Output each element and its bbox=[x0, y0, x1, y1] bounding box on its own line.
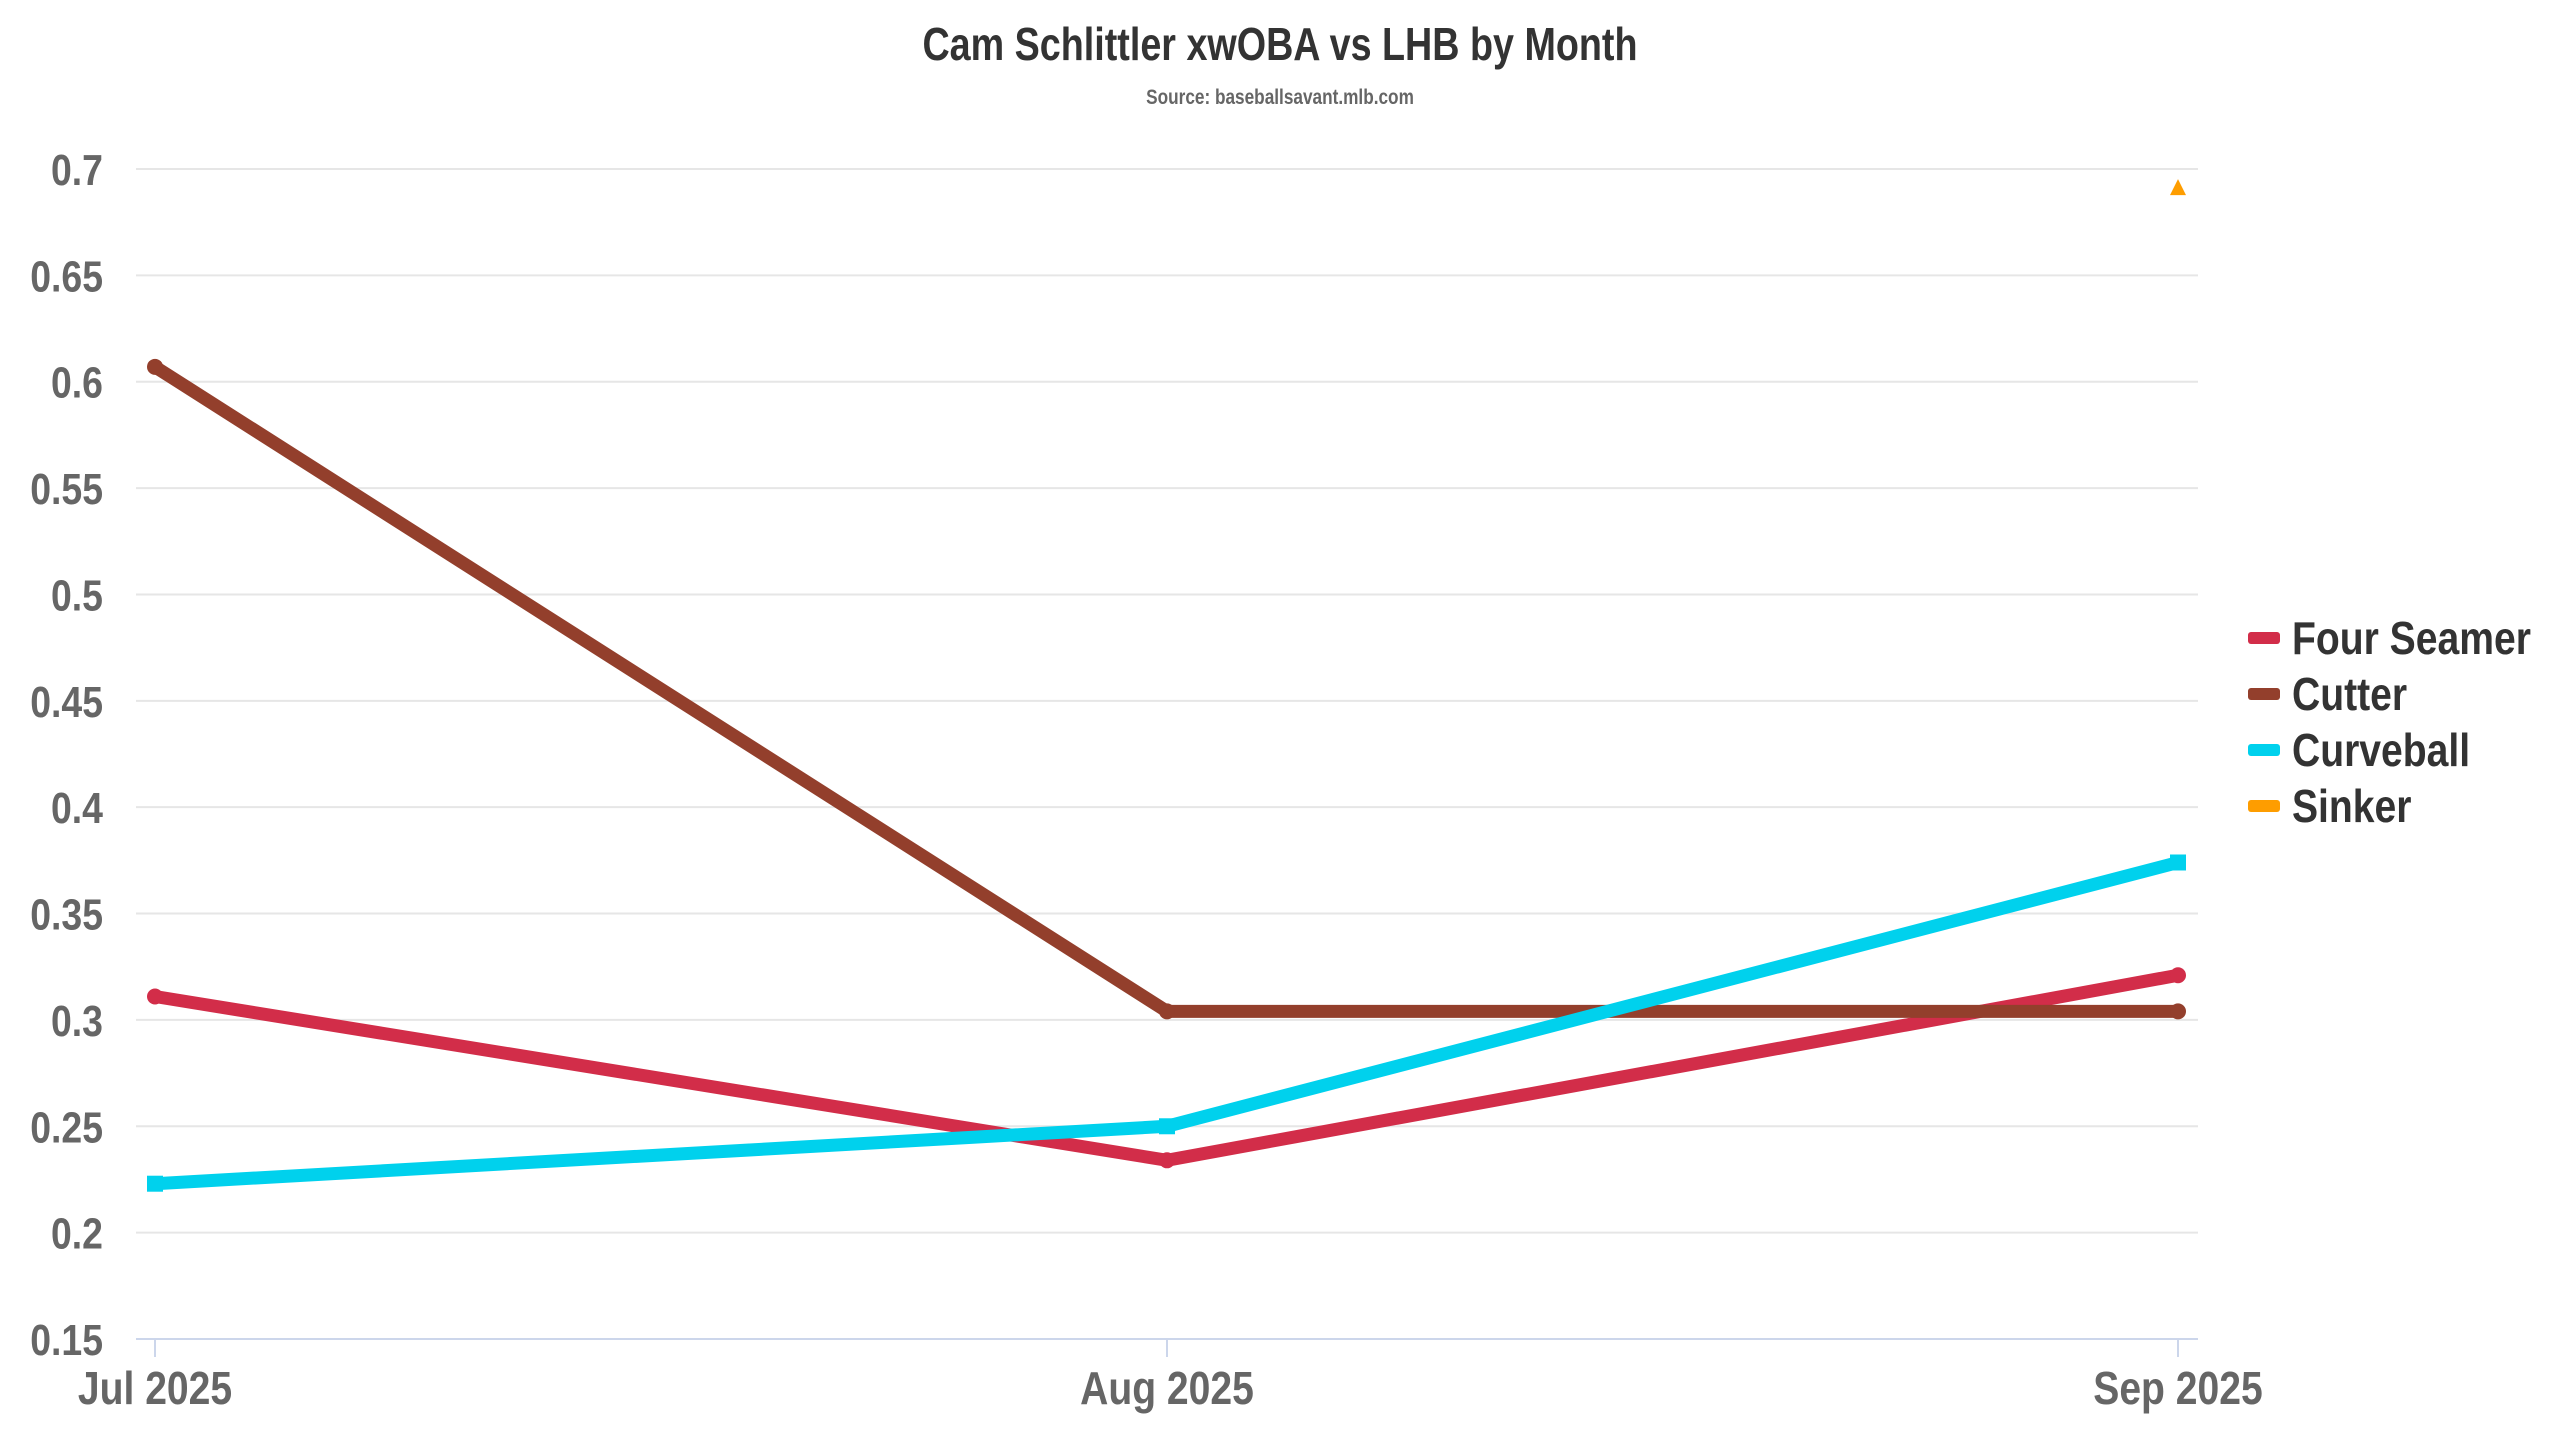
y-tick-label: 0.5 bbox=[51, 571, 103, 621]
series-group bbox=[147, 179, 2186, 1192]
data-point[interactable] bbox=[2170, 854, 2186, 871]
x-axis: Jul 2025 Aug 2025 Sep 2025 bbox=[78, 1338, 2263, 1415]
data-point[interactable] bbox=[2170, 179, 2186, 196]
data-point[interactable] bbox=[1159, 1118, 1175, 1135]
legend-label[interactable]: Cutter bbox=[2292, 669, 2407, 721]
series-sinker[interactable] bbox=[2170, 179, 2186, 196]
y-tick-label: 0.35 bbox=[30, 890, 103, 940]
legend-swatch-icon bbox=[2248, 800, 2280, 812]
x-tick-label: Aug 2025 bbox=[1080, 1363, 1254, 1415]
data-point[interactable] bbox=[2170, 967, 2186, 984]
y-tick-label: 0.15 bbox=[30, 1315, 103, 1365]
gridlines bbox=[136, 168, 2198, 1234]
y-tick-label: 0.25 bbox=[30, 1102, 103, 1152]
series-four-seamer[interactable] bbox=[147, 967, 2186, 1169]
chart-title: Cam Schlittler xwOBA vs LHB by Month bbox=[922, 18, 1637, 69]
y-tick-label: 0.3 bbox=[51, 996, 103, 1046]
legend-item-cutter[interactable]: Cutter bbox=[2248, 669, 2407, 721]
y-tick-label: 0.4 bbox=[51, 783, 103, 833]
legend-swatch-icon bbox=[2248, 744, 2280, 756]
y-tick-label: 0.2 bbox=[51, 1209, 103, 1259]
data-point[interactable] bbox=[2170, 1003, 2186, 1020]
data-point[interactable] bbox=[1159, 1152, 1175, 1169]
data-point[interactable] bbox=[1159, 1003, 1175, 1020]
legend-item-four-seamer[interactable]: Four Seamer bbox=[2248, 613, 2531, 665]
x-tick-label: Jul 2025 bbox=[78, 1363, 232, 1415]
legend-label[interactable]: Four Seamer bbox=[2292, 613, 2531, 665]
y-tick-label: 0.55 bbox=[30, 464, 103, 514]
x-tick-label: Sep 2025 bbox=[2093, 1363, 2262, 1415]
legend-item-curveball[interactable]: Curveball bbox=[2248, 725, 2470, 777]
legend-swatch-icon bbox=[2248, 632, 2280, 644]
legend-swatch-icon bbox=[2248, 688, 2280, 700]
y-tick-label: 0.6 bbox=[51, 358, 103, 408]
series-curveball[interactable] bbox=[147, 854, 2186, 1192]
series-line[interactable] bbox=[151, 361, 2178, 1018]
series-cutter[interactable] bbox=[147, 358, 2186, 1020]
y-tick-label: 0.45 bbox=[30, 677, 103, 727]
legend-label[interactable]: Curveball bbox=[2292, 725, 2470, 777]
data-point[interactable] bbox=[147, 358, 163, 375]
y-tick-label: 0.65 bbox=[30, 251, 103, 301]
legend-item-sinker[interactable]: Sinker bbox=[2248, 781, 2411, 833]
data-point[interactable] bbox=[147, 1175, 163, 1192]
y-axis: 0.15 0.2 0.25 0.3 0.35 0.4 0.45 0.5 0.55 0.6 0.65 0… bbox=[30, 145, 103, 1365]
data-point[interactable] bbox=[147, 988, 163, 1005]
series-line[interactable] bbox=[154, 856, 2180, 1191]
y-tick-label: 0.7 bbox=[51, 145, 103, 195]
legend-label[interactable]: Sinker bbox=[2292, 781, 2411, 833]
chart-subtitle: Source: baseballsavant.mlb.com bbox=[1146, 87, 1414, 110]
